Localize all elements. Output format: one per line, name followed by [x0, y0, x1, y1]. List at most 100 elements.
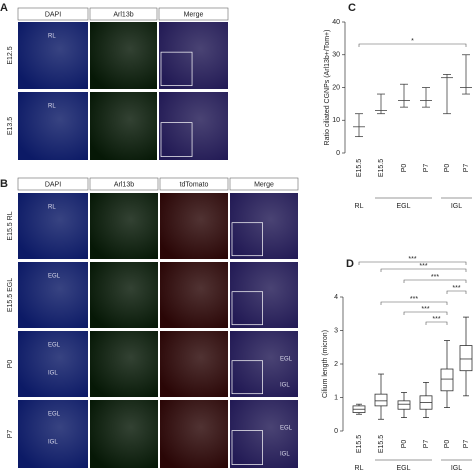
micrograph-glow — [159, 22, 228, 89]
y-tick-label: 40 — [332, 19, 340, 26]
micrograph-glow — [90, 92, 157, 160]
significance-bracket — [380, 268, 467, 272]
box — [397, 400, 411, 410]
micrograph-glow — [230, 331, 298, 397]
micrograph-glow — [160, 193, 228, 259]
region-tag: RL — [48, 34, 56, 40]
group-label: EGL — [396, 203, 410, 210]
x-tick-label: P0 — [401, 440, 408, 449]
inset — [231, 291, 263, 326]
y-tick-label: 20 — [332, 84, 340, 91]
y-tick-label: 4 — [334, 294, 338, 301]
inset-tag: EGL — [280, 357, 293, 363]
y-axis-label: Cilium length (micron) — [322, 330, 329, 398]
significance-label: *** — [419, 263, 427, 270]
significance-bracket — [358, 43, 467, 47]
micrograph-glow — [230, 262, 298, 328]
micrograph-glow — [160, 400, 228, 468]
column-header-box — [89, 7, 158, 21]
x-tick-label: E15.5 — [378, 435, 385, 453]
y-tick-label: 0 — [336, 150, 340, 157]
significance-bracket — [403, 279, 467, 283]
column-header-box — [159, 177, 229, 191]
column-header: tdTomato — [180, 181, 209, 188]
micrograph-glow — [18, 22, 88, 89]
significance-label: *** — [408, 256, 416, 263]
significance-bracket — [358, 261, 467, 265]
significance-label: *** — [431, 274, 439, 281]
region-tag: IGL — [48, 371, 58, 377]
significance-bracket — [425, 321, 448, 325]
inset — [231, 222, 263, 257]
x-tick-label: P7 — [463, 164, 470, 173]
x-tick-label: E15.5 — [356, 159, 363, 177]
box — [459, 345, 473, 372]
panel-label: D — [346, 258, 354, 270]
significance-bracket — [380, 301, 448, 305]
row-label: E12.5 — [7, 46, 14, 64]
micrograph-glow — [90, 193, 158, 259]
y-tick-label: 30 — [332, 52, 340, 59]
micrograph-glow — [159, 92, 228, 160]
box — [374, 393, 388, 407]
significance-bracket — [446, 290, 467, 294]
significance-label: * — [411, 38, 414, 45]
micrograph-glow — [18, 331, 88, 397]
inset — [231, 360, 263, 395]
panel-label: A — [0, 2, 8, 14]
x-tick-label: P0 — [401, 164, 408, 173]
y-tick-label: 3 — [334, 327, 338, 334]
column-header: DAPI — [45, 11, 61, 18]
micrograph-glow — [90, 400, 158, 468]
column-header: Merge — [254, 181, 274, 188]
column-header-box — [17, 7, 89, 21]
micrograph-glow — [18, 400, 88, 468]
x-tick-label: P7 — [423, 164, 430, 173]
group-label: RL — [355, 203, 364, 210]
micrograph-glow — [18, 262, 88, 328]
inset — [160, 51, 193, 87]
box — [440, 368, 454, 392]
micrograph-glow — [230, 193, 298, 259]
inset-tag: EGL — [280, 426, 293, 432]
column-header-box — [229, 177, 299, 191]
micrograph-glow — [18, 92, 88, 160]
inset-tag: IGL — [280, 452, 290, 458]
inset — [231, 430, 263, 465]
significance-label: *** — [452, 285, 460, 292]
column-header-box — [158, 7, 229, 21]
micrograph-glow — [230, 400, 298, 468]
micrograph-glow — [160, 331, 228, 397]
micrograph-glow — [90, 22, 157, 89]
micrograph-glow — [18, 193, 88, 259]
significance-label: *** — [421, 306, 429, 313]
row-label: E15.5 EGL — [7, 278, 14, 312]
y-tick-label: 10 — [332, 117, 340, 124]
inset-tag: IGL — [280, 383, 290, 389]
column-header: Arl13b — [113, 11, 133, 18]
group-label: IGL — [451, 465, 462, 472]
x-tick-label: E15.5 — [378, 159, 385, 177]
micrograph-glow — [90, 331, 158, 397]
x-tick-label: P0 — [444, 164, 451, 173]
significance-label: *** — [432, 316, 440, 323]
y-tick-label: 2 — [334, 361, 338, 368]
group-label: IGL — [451, 203, 462, 210]
region-tag: RL — [48, 104, 56, 110]
row-label: P0 — [7, 360, 14, 369]
column-header-box — [17, 177, 89, 191]
y-tick-label: 1 — [334, 394, 338, 401]
inset — [160, 122, 193, 157]
significance-label: *** — [410, 296, 418, 303]
column-header: DAPI — [45, 181, 61, 188]
region-tag: EGL — [48, 343, 61, 349]
column-header-box — [89, 177, 159, 191]
x-tick-label: P0 — [444, 440, 451, 449]
region-tag: EGL — [48, 412, 61, 418]
y-tick-label: 0 — [334, 428, 338, 435]
row-label: E13.5 — [7, 117, 14, 135]
region-tag: IGL — [48, 440, 58, 446]
micrograph-glow — [90, 262, 158, 328]
column-header: Arl13b — [114, 181, 134, 188]
